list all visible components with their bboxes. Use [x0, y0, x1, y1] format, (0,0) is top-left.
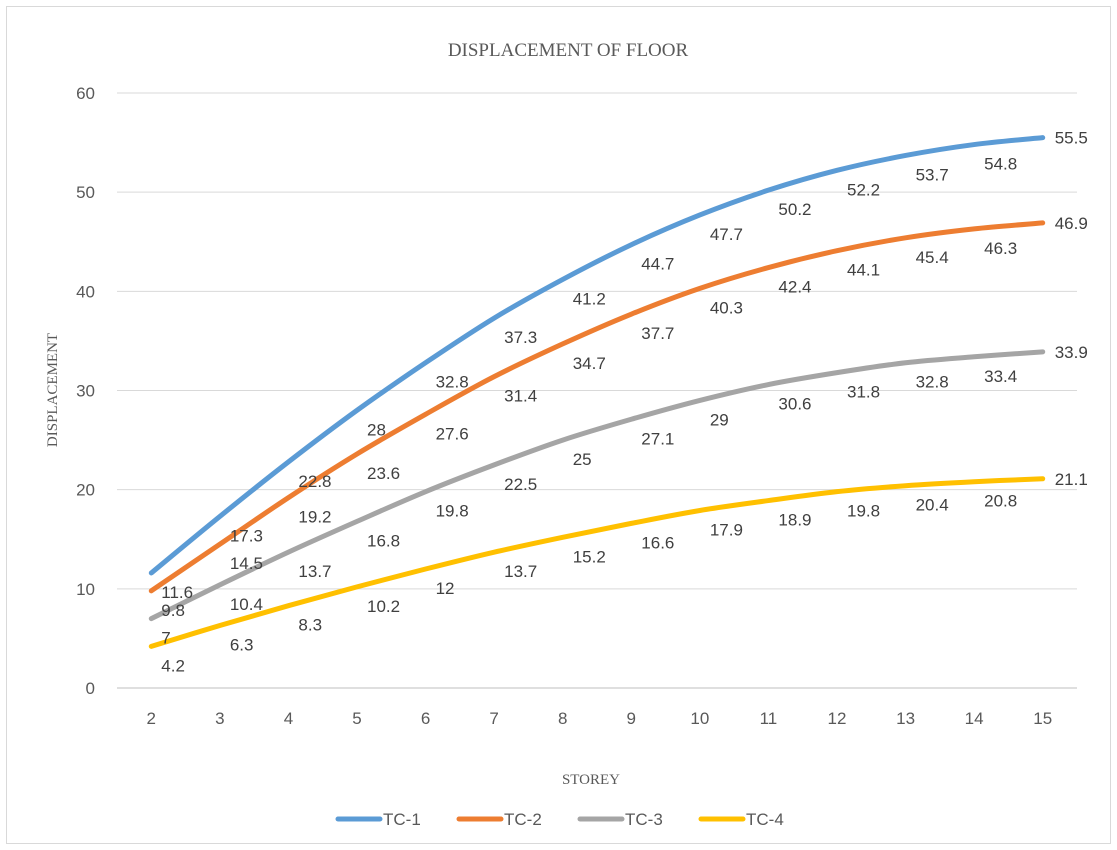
data-label-tc-4: 20.8: [984, 492, 1017, 511]
data-label-tc-1: 54.8: [984, 155, 1017, 174]
data-label-tc-1: 37.3: [504, 328, 537, 347]
x-axis-ticks: 2 3 4 5 6 7 8 9 10 11 12 13 14 15: [147, 709, 1053, 728]
chart-frame: [6, 6, 1111, 844]
data-label-tc-2: 44.1: [847, 261, 880, 280]
data-label-tc-1: 44.7: [641, 255, 674, 274]
data-labels: 11.6 17.3 22.8 28 32.8 37.3 41.2 44.7 47.7 50.2 52…: [161, 129, 1088, 676]
series-line-tc-2: [148, 220, 1046, 594]
x-tick-label: 15: [1033, 709, 1052, 728]
data-label-tc-1: 41.2: [573, 289, 606, 308]
data-label-tc-2: 27.6: [436, 424, 469, 443]
data-label-tc-3: 22.5: [504, 475, 537, 494]
data-label-tc-3: 29: [710, 410, 729, 429]
data-label-tc-2: 23.6: [367, 464, 400, 483]
data-label-tc-1: 47.7: [710, 225, 743, 244]
data-label-tc-2: 46.9: [1055, 214, 1088, 233]
data-label-tc-4: 10.2: [367, 597, 400, 616]
data-label-tc-4: 18.9: [778, 511, 811, 530]
y-tick-label: 0: [86, 679, 95, 698]
y-tick-label: 30: [76, 382, 95, 401]
x-tick-label: 11: [760, 709, 778, 728]
data-label-tc-1: 53.7: [916, 165, 949, 184]
data-label-tc-1: 17.3: [230, 526, 263, 545]
data-label-tc-1: 11.6: [161, 583, 193, 602]
x-tick-label: 3: [215, 709, 224, 728]
data-label-tc-2: 14.5: [230, 554, 263, 573]
x-tick-label: 8: [558, 709, 567, 728]
data-label-tc-1: 55.5: [1055, 129, 1088, 148]
x-tick-label: 13: [896, 709, 915, 728]
data-label-tc-1: 22.8: [298, 472, 331, 491]
data-label-tc-3: 7: [161, 629, 170, 648]
data-label-tc-2: 46.3: [984, 239, 1017, 258]
y-tick-label: 20: [76, 481, 95, 500]
data-label-tc-2: 37.7: [641, 324, 674, 343]
data-label-tc-3: 30.6: [778, 395, 811, 414]
legend-label-tc-4: TC-4: [746, 810, 784, 829]
data-label-tc-4: 17.9: [710, 520, 743, 539]
x-axis-title: STOREY: [562, 772, 620, 788]
gridlines: [117, 92, 1077, 689]
data-label-tc-2: 9.8: [161, 601, 185, 620]
series-line-tc-3: [148, 349, 1046, 622]
data-label-tc-3: 19.8: [436, 502, 469, 521]
data-label-tc-4: 6.3: [230, 636, 254, 655]
x-tick-label: 9: [627, 709, 636, 728]
chart-title: DISPLACEMENT OF FLOOR: [448, 40, 689, 61]
data-label-tc-3: 16.8: [367, 531, 400, 550]
data-label-tc-1: 52.2: [847, 180, 880, 199]
data-label-tc-2: 19.2: [298, 508, 331, 527]
x-tick-label: 5: [352, 709, 361, 728]
data-label-tc-4: 15.2: [573, 547, 606, 566]
x-tick-label: 14: [965, 709, 984, 728]
data-label-tc-3: 33.4: [984, 367, 1017, 386]
data-label-tc-3: 27.1: [641, 429, 674, 448]
data-label-tc-1: 50.2: [778, 200, 811, 219]
y-axis-title: DISPLACEMENT: [45, 333, 61, 447]
y-tick-label: 40: [76, 282, 95, 301]
series-lines: [148, 135, 1046, 649]
data-label-tc-3: 31.8: [847, 383, 880, 402]
data-label-tc-3: 13.7: [298, 562, 331, 581]
y-tick-label: 60: [76, 84, 95, 103]
data-label-tc-3: 10.4: [230, 595, 263, 614]
series-line-tc-1: [148, 135, 1046, 576]
data-label-tc-2: 40.3: [710, 298, 743, 317]
x-tick-label: 4: [284, 709, 293, 728]
legend: TC-1 TC-2 TC-3 TC-4: [335, 810, 784, 829]
data-label-tc-2: 42.4: [778, 278, 811, 297]
data-label-tc-3: 25: [573, 450, 592, 469]
data-label-tc-3: 32.8: [916, 373, 949, 392]
x-tick-label: 12: [828, 709, 847, 728]
x-tick-label: 2: [147, 709, 156, 728]
data-label-tc-4: 13.7: [504, 562, 537, 581]
data-label-tc-4: 16.6: [641, 533, 674, 552]
data-label-tc-4: 21.1: [1055, 470, 1088, 489]
data-label-tc-4: 19.8: [847, 502, 880, 521]
x-tick-label: 6: [421, 709, 430, 728]
y-tick-label: 10: [76, 580, 95, 599]
series-line-tc-4: [148, 476, 1046, 649]
legend-label-tc-3: TC-3: [625, 810, 663, 829]
legend-label-tc-2: TC-2: [504, 810, 542, 829]
y-tick-label: 50: [76, 183, 95, 202]
data-label-tc-4: 8.3: [298, 616, 322, 635]
data-label-tc-1: 28: [367, 420, 386, 439]
data-label-tc-2: 31.4: [504, 387, 537, 406]
data-label-tc-1: 32.8: [436, 373, 469, 392]
data-label-tc-2: 45.4: [916, 248, 949, 267]
x-tick-label: 7: [489, 709, 498, 728]
x-tick-label: 10: [690, 709, 709, 728]
legend-label-tc-1: TC-1: [383, 810, 421, 829]
y-axis-ticks: 0 10 20 30 40 50 60: [76, 84, 95, 698]
data-label-tc-3: 33.9: [1055, 343, 1088, 362]
data-label-tc-4: 4.2: [161, 656, 185, 675]
data-label-tc-2: 34.7: [573, 354, 606, 373]
data-label-tc-4: 12: [436, 579, 455, 598]
data-label-tc-4: 20.4: [916, 496, 949, 515]
